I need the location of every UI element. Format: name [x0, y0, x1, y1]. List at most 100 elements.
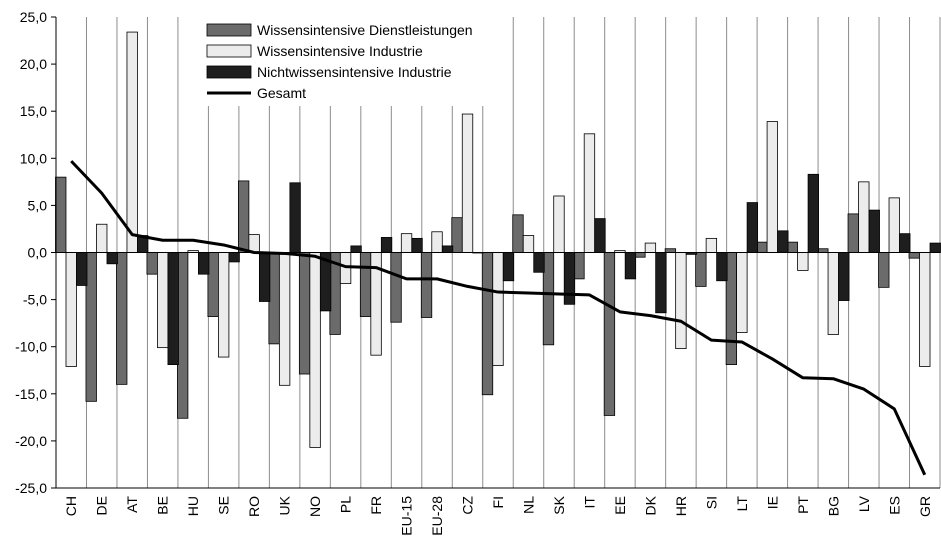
- x-tick-label: RO: [246, 496, 262, 517]
- bar-3-DK: [655, 252, 667, 314]
- x-tick-label: BE: [155, 496, 171, 515]
- bar-3-SK: [563, 252, 576, 305]
- bar-2-LT: [736, 252, 748, 333]
- legend-label-1: Wissensintensive Dienstleistungen: [257, 22, 473, 38]
- legend-swatch-1: [206, 23, 252, 37]
- bar-1-IE: [756, 241, 768, 253]
- bar-1-FI: [481, 252, 494, 396]
- x-tick-label: GR: [917, 496, 933, 517]
- bar-3-UK: [289, 182, 301, 253]
- bar-1-CH: [55, 176, 67, 253]
- x-tick-label: IT: [581, 496, 597, 509]
- bar-2-SE: [218, 252, 230, 358]
- x-tick-label: DE: [94, 496, 110, 515]
- bar-2-SI: [705, 237, 718, 253]
- y-tick-label: 20,0: [20, 56, 47, 72]
- bar-1-NO: [298, 252, 311, 375]
- x-tick-labels: CH DE AT BE HU SE RO UK NO PL FR EU-15 EU-28 CZ FI NL SK…: [63, 495, 933, 535]
- bar-3-RO: [258, 252, 271, 302]
- x-tick-label: FI: [490, 496, 506, 508]
- bar-2-CZ: [461, 113, 474, 253]
- bar-3-ES: [899, 233, 911, 253]
- bar-1-AT: [116, 252, 128, 385]
- bar-3-EU-28: [441, 245, 454, 253]
- bar-2-RO: [248, 234, 260, 253]
- legend-swatch-2: [206, 44, 252, 58]
- bar-2-PT: [797, 252, 809, 271]
- bar-3-IT: [594, 218, 606, 253]
- bar-1-SI: [695, 252, 707, 287]
- y-tick-label: 5,0: [28, 197, 48, 213]
- x-tick-label: HU: [185, 496, 201, 516]
- x-tick-label: CH: [63, 496, 79, 516]
- bar-2-DE: [96, 223, 108, 253]
- bar-1-DK: [634, 252, 646, 258]
- bar-1-SE: [207, 252, 219, 317]
- bar-2-SK: [553, 195, 565, 253]
- legend: Wissensintensive Dienstleistungen Wissens…: [203, 16, 508, 106]
- legend-label-3: Nichtwissensintensive Industrie: [257, 64, 452, 80]
- bar-3-PT: [807, 173, 819, 253]
- bar-1-UK: [268, 252, 280, 345]
- bar-3-DE: [106, 252, 118, 265]
- legend-label-2: Wissensintensive Industrie: [257, 43, 423, 59]
- bar-2-AT: [126, 31, 138, 253]
- bar-2-LV: [858, 181, 870, 253]
- x-tick-label: AT: [124, 496, 140, 513]
- x-tick-label: NL: [520, 496, 536, 514]
- bar-2-HR: [675, 252, 687, 349]
- bar-1-RO: [237, 180, 250, 253]
- bar-2-EU-15: [400, 233, 413, 253]
- x-tick-label: EU-15: [399, 496, 415, 536]
- bar-3-FI: [502, 252, 515, 282]
- bar-1-GR: [908, 252, 920, 259]
- bar-1-BG: [817, 248, 829, 253]
- y-tick-label: -20,0: [15, 433, 47, 449]
- bar-2-IE: [766, 121, 778, 253]
- y-tick-label: -15,0: [15, 386, 47, 402]
- x-tick-label: EU-28: [429, 496, 445, 536]
- x-tick-label: HR: [673, 496, 689, 516]
- bar-1-EU-28: [420, 252, 433, 318]
- y-tick-labels: 25,0 20,0 15,0 10,0 5,0 0,0 -5,0 -10,0 -15,0 -20,…: [15, 9, 47, 496]
- legend-background: [203, 16, 508, 106]
- bar-1-SK: [542, 252, 555, 346]
- bar-2-GR: [919, 252, 931, 367]
- bar-1-LT: [725, 252, 738, 365]
- x-tick-label: PT: [795, 496, 811, 514]
- x-tick-label: NO: [307, 496, 323, 517]
- bar-3-LT: [746, 202, 759, 253]
- bar-3-IE: [777, 230, 789, 253]
- x-tick-label: LT: [734, 496, 750, 512]
- x-tick-label: SI: [703, 496, 719, 509]
- x-tick-label: DK: [642, 495, 658, 515]
- bar-2-IT: [583, 133, 596, 253]
- x-tick-label: LV: [856, 495, 872, 512]
- bar-3-EU-15: [411, 237, 423, 253]
- y-tick-label: -10,0: [15, 339, 47, 355]
- y-tick-label: -25,0: [15, 480, 47, 496]
- bar-3-PL: [350, 245, 362, 253]
- bar-2-BG: [827, 252, 839, 335]
- bar-1-BE: [146, 252, 158, 275]
- bar-1-HR: [664, 248, 677, 253]
- bar-3-SE: [228, 252, 240, 263]
- legend-label-4: Gesamt: [257, 85, 306, 101]
- bar-1-ES: [878, 252, 890, 288]
- bar-1-CZ: [451, 217, 463, 253]
- bar-1-DE: [85, 252, 97, 402]
- legend-swatch-3: [206, 65, 252, 79]
- x-tick-label: UK: [277, 495, 293, 515]
- x-tick-label: ES: [886, 496, 902, 515]
- bar-3-EE: [624, 252, 637, 280]
- bar-2-NO: [309, 252, 321, 448]
- bar-1-NL: [512, 214, 524, 253]
- y-tick-label: 10,0: [20, 150, 47, 166]
- x-tick-label: EE: [612, 496, 628, 515]
- bar-3-GR: [929, 242, 941, 253]
- bar-1-PT: [786, 241, 798, 253]
- x-tick-label: IE: [764, 496, 780, 509]
- bar-3-CH: [76, 252, 88, 286]
